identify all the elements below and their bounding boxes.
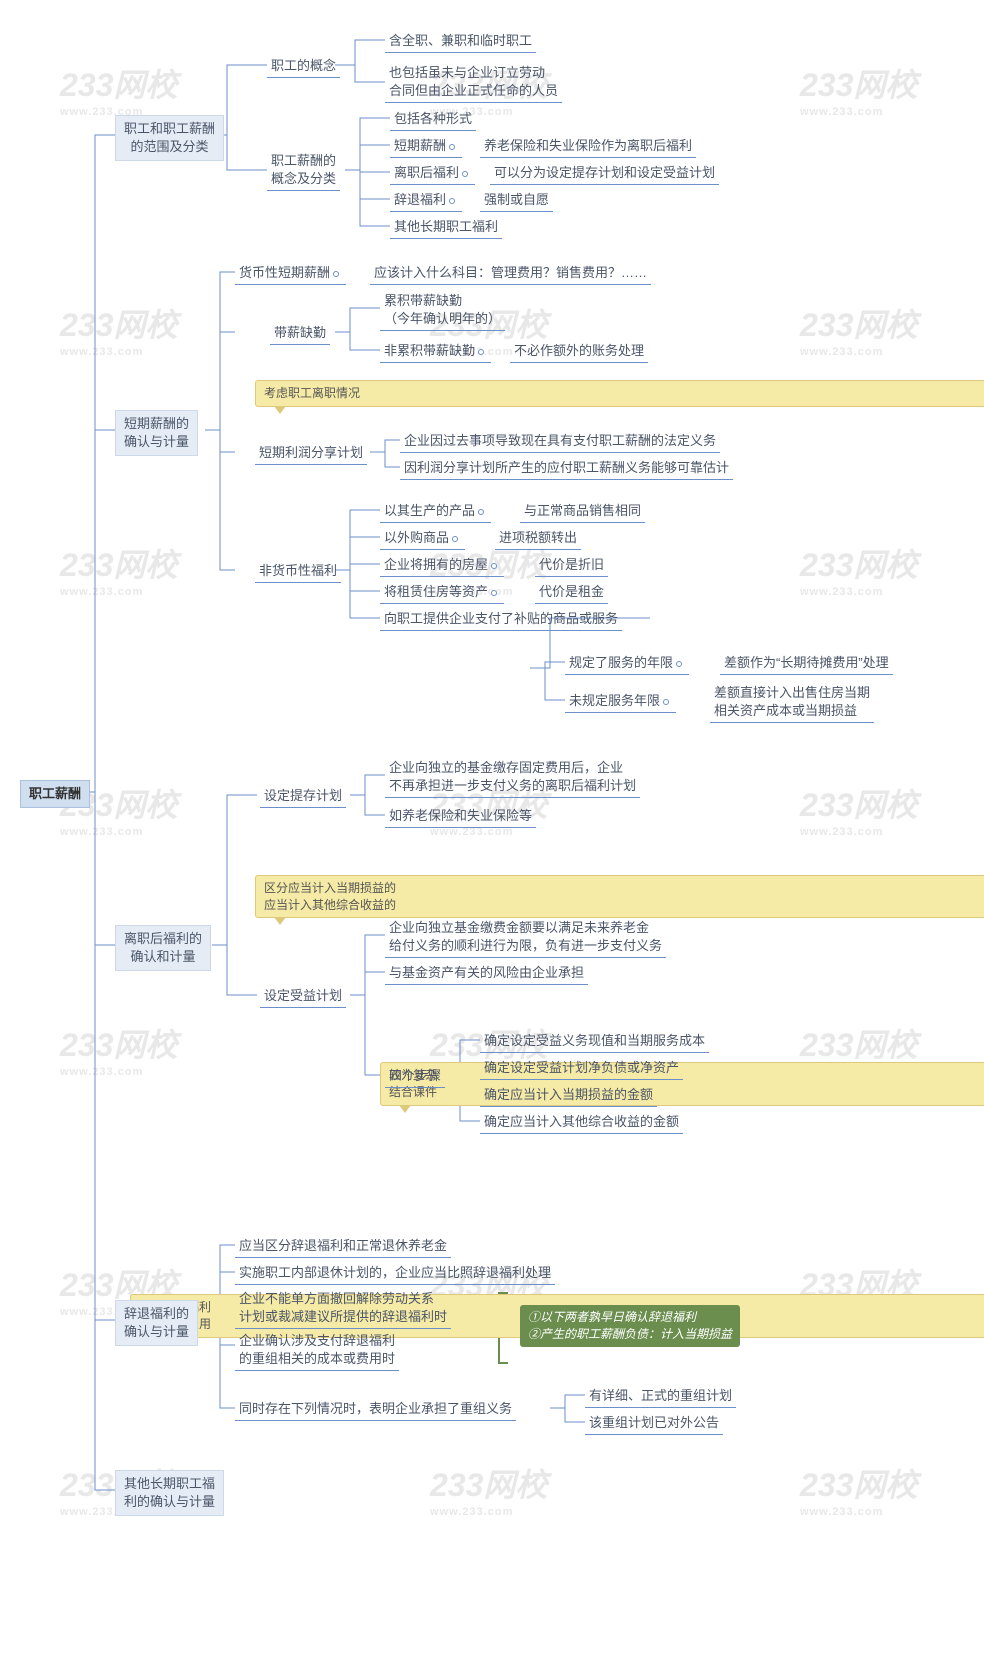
- wm: 233网校www.233.com: [60, 60, 177, 118]
- b2-n1: 货币性短期薪酬: [235, 262, 346, 285]
- b1-n2-c3: 离职后福利: [390, 162, 475, 185]
- b2-n4-c5-s2: 未规定服务年限: [565, 690, 676, 713]
- b2-note1: 考虑职工离职情况: [255, 380, 984, 407]
- b2-n1-d: 应该计入什么科目：管理费用？销售费用？……: [370, 262, 651, 285]
- b3-note: 区分应当计入当期损益的 应当计入其他综合收益的: [255, 875, 984, 919]
- b3-n2: 设定受益计划: [260, 985, 346, 1008]
- b3-n2-c3-s3: 确定应当计入当期损益的金额: [480, 1084, 657, 1107]
- branch-5: 其他长期职工福 利的确认与计量: [115, 1470, 224, 1516]
- b3-n2-c3-s1: 确定设定受益义务现值和当期服务成本: [480, 1030, 709, 1053]
- b3-n2-c3: 四个步骤: [385, 1065, 445, 1088]
- b1-n2-c5: 其他长期职工福利: [390, 216, 502, 239]
- b4-c3: 企业不能单方面撤回解除劳动关系 计划或裁减建议所提供的辞退福利时: [235, 1288, 451, 1329]
- b4-c1: 应当区分辞退福利和正常退休养老金: [235, 1235, 451, 1258]
- b2-n2-c1: 累积带薪缺勤 （今年确认明年的）: [380, 290, 505, 331]
- b1-n1-c2: 也包括虽未与企业订立劳动 合同但由企业正式任命的人员: [385, 62, 562, 103]
- b3-n2-c2: 与基金资产有关的风险由企业承担: [385, 962, 588, 985]
- b2-n4-c5: 向职工提供企业支付了补贴的商品或服务: [380, 608, 622, 631]
- b4-c5-s2: 该重组计划已对外公告: [585, 1412, 723, 1435]
- b1-n2-c4-d: 强制或自愿: [480, 189, 553, 212]
- b3-n2-c1: 企业向独立基金缴费金额要以满足未来养老金 给付义务的顺利进行为限，负有进一步支付…: [385, 917, 666, 958]
- b3-n1: 设定提存计划: [260, 785, 346, 808]
- b2-n4-c1-d: 与正常商品销售相同: [520, 500, 645, 523]
- b3-n2-c3-s2: 确定设定受益计划净负债或净资产: [480, 1057, 683, 1080]
- b3-n1-c2: 如养老保险和失业保险等: [385, 805, 536, 828]
- b2-n4: 非货币性福利: [255, 560, 341, 583]
- b3-n2-c3-s4: 确定应当计入其他综合收益的金额: [480, 1111, 683, 1134]
- b2-n2-c2: 非累积带薪缺勤: [380, 340, 491, 363]
- b4-green: ①以下两者孰早日确认辞退福利 ②产生的职工薪酬负债：计入当期损益: [520, 1305, 740, 1347]
- wm: 233网校www.233.com: [800, 60, 917, 118]
- b2-n3-c2: 因利润分享计划所产生的应付职工薪酬义务能够可靠估计: [400, 457, 733, 480]
- b1-n2-c2: 短期薪酬: [390, 135, 462, 158]
- b2-n4-c5-s1: 规定了服务的年限: [565, 652, 689, 675]
- b1-n1-c1: 含全职、兼职和临时职工: [385, 30, 536, 53]
- b4-c5: 同时存在下列情况时，表明企业承担了重组义务: [235, 1398, 516, 1421]
- b1-n2-c4: 辞退福利: [390, 189, 462, 212]
- b4-c2: 实施职工内部退休计划的，企业应当比照辞退福利处理: [235, 1262, 555, 1285]
- b1-n2: 职工薪酬的 概念及分类: [267, 150, 340, 191]
- b2-n4-c5-s1-d: 差额作为“长期待摊费用”处理: [720, 652, 893, 675]
- b2-n4-c5-s2-d: 差额直接计入出售住房当期 相关资产成本或当期损益: [710, 682, 874, 723]
- b2-n3: 短期利润分享计划: [255, 442, 367, 465]
- b1-n1: 职工的概念: [267, 55, 340, 78]
- b2-n4-c2: 以外购商品: [380, 527, 465, 550]
- b2-n4-c2-d: 进项税额转出: [495, 527, 581, 550]
- root-node: 职工薪酬: [20, 780, 90, 808]
- branch-1: 职工和职工薪酬 的范围及分类: [115, 115, 224, 161]
- b2-n4-c4: 将租赁住房等资产: [380, 581, 504, 604]
- b2-n2-c2-d: 不必作额外的账务处理: [510, 340, 648, 363]
- b4-c4: 企业确认涉及支付辞退福利 的重组相关的成本或费用时: [235, 1330, 399, 1371]
- b2-n4-c3: 企业将拥有的房屋: [380, 554, 504, 577]
- b2-n4-c1: 以其生产的产品: [380, 500, 491, 523]
- b1-n2-c2-d: 养老保险和失业保险作为离职后福利: [480, 135, 696, 158]
- b2-n2: 带薪缺勤: [270, 322, 330, 345]
- branch-2: 短期薪酬的 确认与计量: [115, 410, 198, 456]
- b2-n4-c4-d: 代价是租金: [535, 581, 608, 604]
- branch-4: 辞退福利的 确认与计量: [115, 1300, 198, 1346]
- b3-n1-c1: 企业向独立的基金缴存固定费用后，企业 不再承担进一步支付义务的离职后福利计划: [385, 757, 640, 798]
- b2-n3-c1: 企业因过去事项导致现在具有支付职工薪酬的法定义务: [400, 430, 720, 453]
- b1-n2-c1: 包括各种形式: [390, 108, 476, 131]
- branch-3: 离职后福利的 确认和计量: [115, 925, 211, 971]
- b1-n2-c3-d: 可以分为设定提存计划和设定受益计划: [490, 162, 719, 185]
- b4-c5-s1: 有详细、正式的重组计划: [585, 1385, 736, 1408]
- b2-n4-c3-d: 代价是折旧: [535, 554, 608, 577]
